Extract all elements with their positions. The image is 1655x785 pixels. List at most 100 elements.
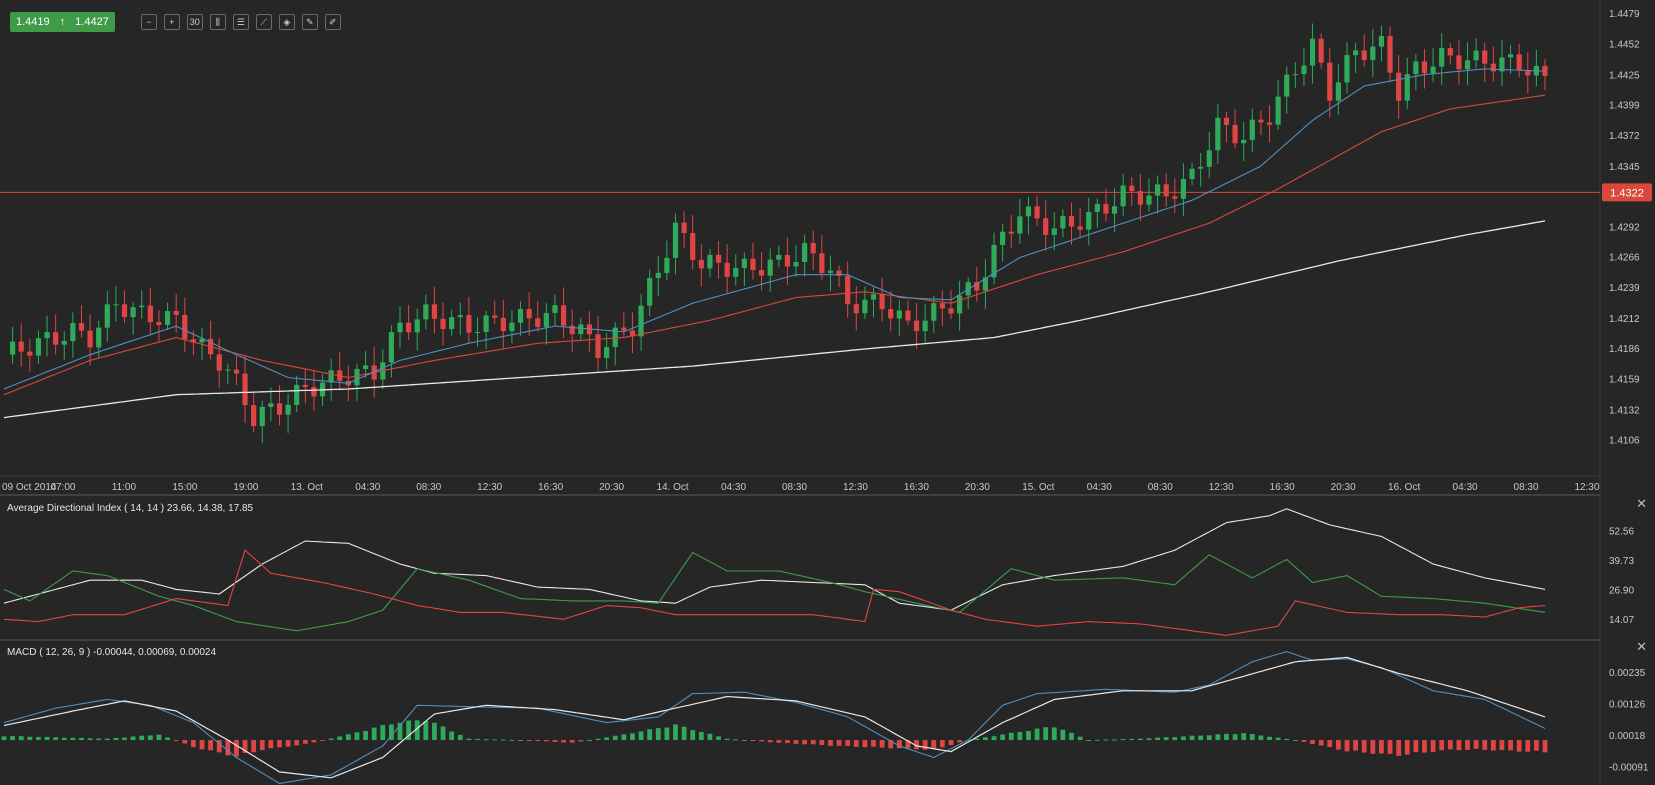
macd-histogram-bar <box>1301 740 1307 742</box>
time-tick-label: 16:30 <box>1270 482 1295 493</box>
candle-body <box>638 305 644 337</box>
candle-body <box>1292 74 1298 76</box>
close-adx-icon[interactable]: ✕ <box>1636 496 1647 511</box>
edit-icon[interactable]: ✎ <box>301 14 318 30</box>
candle-body <box>1163 184 1169 197</box>
macd-histogram-bar <box>983 737 988 741</box>
candle-body <box>35 338 42 356</box>
price-tick-label: 1.4266 <box>1609 252 1640 263</box>
adx-line <box>3 508 1546 611</box>
candle-body <box>707 254 713 269</box>
candle-body <box>560 305 567 326</box>
candle-body <box>423 304 429 320</box>
macd-histogram-bar <box>871 740 876 747</box>
macd-histogram-bar <box>1422 740 1427 753</box>
candle-body <box>492 315 498 318</box>
candle-body <box>1404 74 1410 101</box>
timeframe-button[interactable]: 30 <box>186 14 203 30</box>
macd-histogram-bar <box>1258 735 1264 741</box>
macd-histogram-bar <box>741 740 747 742</box>
candle-body <box>690 233 696 260</box>
candle-body <box>466 315 472 333</box>
candle-body <box>27 351 33 356</box>
chart-type-icon[interactable]: ⫼ <box>209 14 226 30</box>
candle-body <box>216 354 222 371</box>
candle-body <box>139 305 145 308</box>
time-tick-label: 12:30 <box>1209 482 1234 493</box>
macd-histogram-bar <box>36 736 41 741</box>
candle-body <box>612 327 618 348</box>
macd-histogram-bar <box>845 740 851 746</box>
candle-body <box>1060 215 1066 229</box>
candle-body <box>457 315 463 318</box>
candle-body <box>776 254 782 260</box>
macd-histogram-bar <box>1533 740 1539 751</box>
line-tool-icon[interactable]: ⟋ <box>255 14 272 30</box>
candle-body <box>819 253 825 274</box>
draw-tool-icon[interactable]: ✐ <box>324 14 341 30</box>
macd-histogram-bar <box>810 740 816 745</box>
candle-body <box>1490 63 1496 72</box>
candle-body <box>1439 48 1445 67</box>
time-tick-label: 08:30 <box>416 482 441 493</box>
candle-body <box>1507 54 1514 58</box>
macd-histogram-bar <box>707 733 713 741</box>
candle-body <box>1198 166 1204 169</box>
macd-histogram-bar <box>1232 734 1238 741</box>
candle-body <box>931 303 937 321</box>
macd-histogram-bar <box>216 740 222 753</box>
candle-body <box>285 404 291 415</box>
macd-histogram-bar <box>225 740 231 756</box>
macd-histogram-bar <box>1396 740 1402 756</box>
candle-body <box>758 270 765 276</box>
zoom-in-icon[interactable]: + <box>163 14 180 30</box>
candle-body <box>130 307 136 318</box>
macd-histogram-bar <box>234 740 239 757</box>
macd-histogram-bar <box>1387 740 1393 754</box>
candle-body <box>870 294 877 300</box>
candle-body <box>1353 50 1359 56</box>
candle-body <box>44 332 50 339</box>
macd-histogram-bar <box>1379 740 1384 754</box>
indicators-icon[interactable]: ☰ <box>232 14 249 30</box>
candle-body <box>78 322 85 331</box>
candle-body <box>1086 211 1092 230</box>
candle-body <box>948 308 954 314</box>
price-axis-bg <box>1600 0 1655 785</box>
candle-body <box>362 365 369 370</box>
macd-histogram-bar <box>1542 740 1548 753</box>
candle-body <box>61 341 67 345</box>
candle-body <box>1370 46 1376 61</box>
price-badge[interactable]: 1.4419 ↑ 1.4427 <box>10 12 115 32</box>
macd-histogram-bar <box>535 740 541 742</box>
candle-body <box>440 318 446 330</box>
macd-histogram-bar <box>1 736 7 741</box>
candle-body <box>259 406 265 427</box>
macd-histogram-bar <box>931 740 937 749</box>
macd-histogram-bar <box>1051 727 1057 741</box>
candle-body <box>1456 55 1462 70</box>
macd-histogram-bar <box>1525 740 1531 752</box>
candle-body <box>276 403 283 415</box>
candle-body <box>853 304 859 314</box>
candle-body <box>1111 206 1118 214</box>
macd-histogram-bar <box>1456 740 1462 751</box>
candle-body <box>1154 184 1161 196</box>
shapes-icon[interactable]: ◈ <box>278 14 295 30</box>
candle-body <box>810 243 816 254</box>
macd-histogram-bar <box>1516 740 1522 752</box>
time-tick-label: 08:30 <box>782 482 807 493</box>
candle-body <box>1413 61 1419 75</box>
zoom-out-icon[interactable]: − <box>140 14 157 30</box>
macd-histogram-bar <box>96 738 102 741</box>
close-macd-icon[interactable]: ✕ <box>1636 639 1647 654</box>
macd-histogram-bar <box>1112 739 1117 741</box>
candle-body <box>1051 228 1057 235</box>
price-tick-label: 1.4399 <box>1609 100 1640 111</box>
macd-histogram-bar <box>371 727 377 741</box>
macd-histogram-bar <box>440 726 446 741</box>
macd-histogram-bar <box>1181 736 1186 741</box>
macd-histogram-bar <box>1370 740 1376 754</box>
macd-histogram-bar <box>354 732 360 741</box>
